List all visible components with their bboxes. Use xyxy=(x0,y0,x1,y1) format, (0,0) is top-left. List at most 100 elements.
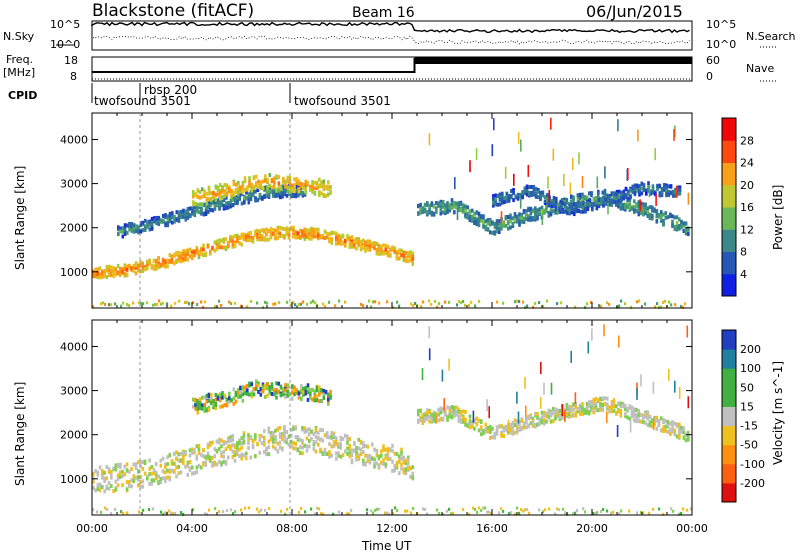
velocity-cell xyxy=(157,474,160,479)
velocity-cell xyxy=(504,424,508,429)
power-cell xyxy=(534,194,538,199)
power-cell xyxy=(489,219,492,224)
power-cell xyxy=(648,215,652,220)
power-cell xyxy=(630,305,633,309)
power-cell xyxy=(366,247,370,252)
power-cell xyxy=(638,192,641,197)
velocity-cell xyxy=(96,472,100,477)
power-cell xyxy=(196,303,199,306)
power-cell xyxy=(204,300,207,304)
velocity-cell xyxy=(274,439,277,444)
power-cell xyxy=(281,184,284,189)
velocity-cell xyxy=(310,507,313,511)
power-cell xyxy=(507,226,510,231)
velocity-cell xyxy=(130,484,133,489)
velocity-cell xyxy=(205,408,209,413)
power-cell xyxy=(555,200,558,205)
power-cell xyxy=(128,227,131,232)
velocity-cell xyxy=(152,468,156,473)
power-cell xyxy=(548,190,551,202)
velocity-cell xyxy=(633,413,636,418)
velocity-cell xyxy=(619,401,623,406)
power-cell xyxy=(160,302,163,306)
power-cell xyxy=(287,233,291,238)
velocity-cell xyxy=(660,416,663,421)
power-cell xyxy=(582,209,585,214)
velocity-cell xyxy=(152,478,156,483)
velocity-cell xyxy=(250,382,254,387)
velocity-cell xyxy=(125,462,129,467)
power-cell xyxy=(141,228,145,232)
power-cell xyxy=(229,204,233,209)
power-cell xyxy=(384,250,388,255)
velocity-cell xyxy=(285,440,289,445)
velocity-cell xyxy=(587,341,590,354)
velocity-cell xyxy=(391,469,394,473)
power-cell xyxy=(494,193,497,198)
power-cell xyxy=(175,250,178,255)
velocity-cell xyxy=(283,431,286,436)
velocity-cell xyxy=(172,512,175,516)
power-cell xyxy=(626,204,629,209)
velocity-cell xyxy=(350,460,354,465)
velocity-cell xyxy=(246,391,249,396)
velocity-cell xyxy=(130,478,133,483)
velocity-cell xyxy=(315,394,319,399)
power-cell xyxy=(256,188,260,192)
power-cell xyxy=(123,271,127,276)
power-cell xyxy=(215,246,219,251)
power-cell xyxy=(192,191,195,196)
power-cell xyxy=(134,261,138,266)
velocity-cell xyxy=(318,399,321,404)
power-cell xyxy=(534,206,537,211)
velocity-cell xyxy=(596,511,599,515)
power-cell xyxy=(223,190,227,195)
velocity-cell xyxy=(234,392,238,397)
power-cell xyxy=(518,219,521,224)
power-cell xyxy=(200,248,203,253)
power-cell xyxy=(448,208,452,213)
velocity-cell xyxy=(275,381,278,386)
power-cell xyxy=(132,227,136,232)
power-cell xyxy=(144,224,147,229)
power-cell xyxy=(268,173,272,177)
power-cell xyxy=(613,195,617,200)
colorbar-tick-label: 15 xyxy=(740,400,754,413)
velocity-cell xyxy=(308,444,311,449)
power-cell xyxy=(207,209,210,214)
noise-panel-frame xyxy=(91,20,693,51)
power-cell xyxy=(564,204,567,209)
velocity-cell xyxy=(524,508,527,512)
power-cell xyxy=(471,214,474,219)
power-cell xyxy=(503,199,506,204)
power-cell xyxy=(638,188,641,193)
velocity-cell xyxy=(678,434,681,439)
power-cell xyxy=(450,205,454,210)
power-cell xyxy=(592,197,596,202)
power-cell xyxy=(353,243,356,248)
velocity-cell xyxy=(500,433,503,438)
power-cell xyxy=(618,189,621,194)
power-cell xyxy=(636,188,639,193)
velocity-cell xyxy=(209,443,212,448)
power-cell xyxy=(646,206,650,211)
velocity-cell xyxy=(231,449,235,454)
power-cell xyxy=(642,207,645,212)
velocity-cell xyxy=(260,434,264,439)
velocity-cell xyxy=(107,470,111,474)
velocity-cell xyxy=(272,439,275,444)
power-cell xyxy=(682,305,685,309)
colorbar-segment xyxy=(722,368,736,388)
power-cell xyxy=(227,201,230,206)
power-cell xyxy=(421,209,425,214)
power-cell xyxy=(139,229,143,234)
power-cell xyxy=(164,223,167,228)
power-cell xyxy=(468,209,472,214)
velocity-cell xyxy=(103,476,106,481)
power-cell xyxy=(604,166,606,179)
power-cell xyxy=(568,211,572,216)
power-cell xyxy=(503,196,506,201)
power-cell xyxy=(520,213,524,217)
velocity-cell xyxy=(321,438,325,443)
velocity-cell xyxy=(159,480,163,485)
